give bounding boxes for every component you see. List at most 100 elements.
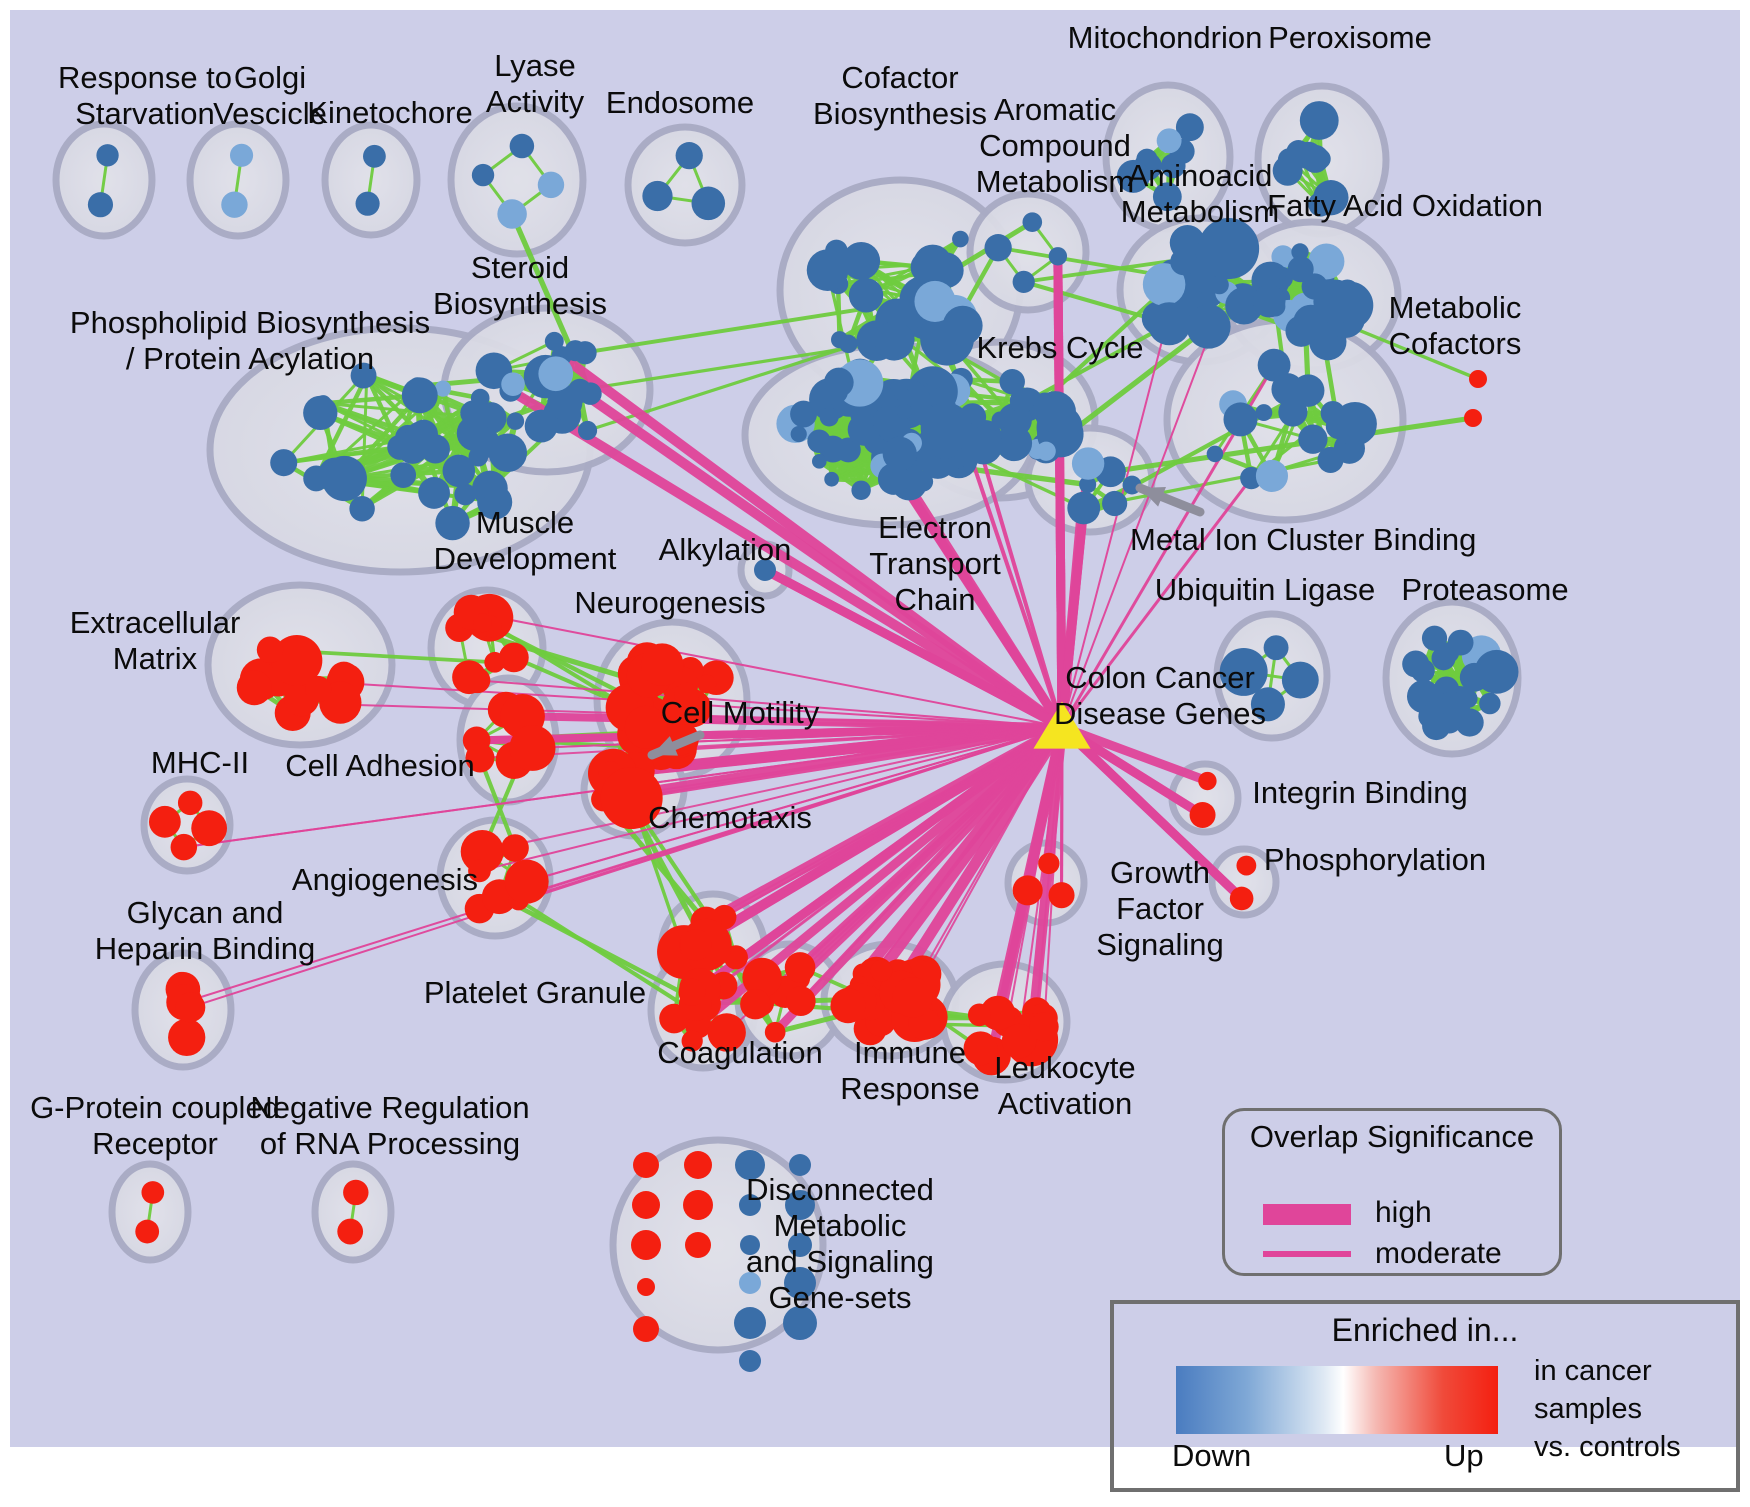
gene-set-node[interactable] [1299, 101, 1339, 140]
gene-set-node[interactable] [442, 454, 476, 488]
gene-set-node[interactable] [1421, 625, 1448, 651]
gene-set-node[interactable] [1255, 459, 1289, 493]
gene-set-node[interactable] [579, 382, 602, 405]
gene-set-node[interactable] [148, 805, 181, 838]
gene-set-node[interactable] [1313, 179, 1349, 216]
gene-set-node[interactable] [256, 636, 284, 663]
gene-set-node[interactable] [474, 402, 507, 434]
gene-set-node[interactable] [141, 1181, 165, 1204]
gene-set-node[interactable] [408, 377, 427, 396]
gene-set-node[interactable] [1156, 128, 1182, 154]
gene-set-node[interactable] [484, 651, 506, 673]
gene-set-node[interactable] [1431, 646, 1456, 671]
gene-set-node[interactable] [177, 790, 203, 816]
gene-set-node[interactable] [848, 278, 884, 313]
gene-set-node[interactable] [1219, 647, 1268, 696]
gene-set-node[interactable] [1285, 315, 1317, 347]
gene-set-node[interactable] [473, 613, 492, 633]
gene-set-node[interactable] [1048, 247, 1068, 266]
gene-set-node[interactable] [1255, 404, 1273, 422]
gene-set-node[interactable] [1252, 284, 1286, 318]
gene-set-node[interactable] [984, 234, 1012, 262]
gene-set-node[interactable] [806, 249, 849, 291]
gene-set-node[interactable] [1029, 1012, 1059, 1042]
gene-set-node[interactable] [544, 331, 564, 351]
gene-set-node[interactable] [501, 834, 529, 862]
gene-set-node[interactable] [824, 471, 839, 487]
gene-set-node[interactable] [851, 480, 871, 500]
gene-set-node[interactable] [506, 412, 525, 430]
gene-set-node[interactable] [1298, 424, 1328, 454]
gene-set-node[interactable] [409, 419, 438, 449]
gene-set-node[interactable] [87, 192, 114, 218]
gene-set-node[interactable] [1445, 696, 1465, 715]
gene-set-node[interactable] [684, 1151, 712, 1179]
gene-set-node[interactable] [675, 142, 703, 170]
gene-set-node[interactable] [1034, 391, 1076, 433]
gene-set-node[interactable] [479, 496, 500, 517]
gene-set-node[interactable] [1320, 400, 1345, 426]
gene-set-node[interactable] [1147, 302, 1191, 346]
gene-set-node[interactable] [1410, 658, 1435, 683]
gene-set-node[interactable] [633, 1316, 659, 1342]
gene-set-node[interactable] [785, 986, 816, 1016]
gene-set-node[interactable] [839, 334, 858, 354]
gene-set-node[interactable] [1175, 113, 1204, 142]
gene-set-node[interactable] [1186, 304, 1231, 349]
gene-set-node[interactable] [637, 1278, 655, 1296]
hub-triangle[interactable] [1033, 701, 1091, 749]
gene-set-node[interactable] [1286, 140, 1311, 165]
gene-set-node[interactable] [697, 674, 717, 694]
gene-set-node[interactable] [1308, 243, 1345, 280]
gene-set-node[interactable] [1116, 159, 1150, 193]
gene-set-node[interactable] [1271, 245, 1295, 269]
gene-set-node[interactable] [1012, 270, 1035, 293]
gene-set-node[interactable] [707, 1013, 746, 1052]
gene-set-node[interactable] [1001, 1023, 1037, 1059]
gene-set-node[interactable] [96, 144, 119, 167]
gene-set-node[interactable] [631, 1230, 661, 1260]
gene-set-node[interactable] [236, 670, 272, 706]
gene-set-node[interactable] [509, 133, 535, 159]
gene-set-node[interactable] [764, 1021, 786, 1043]
gene-set-node[interactable] [470, 388, 490, 408]
gene-set-node[interactable] [812, 454, 827, 469]
gene-set-node[interactable] [135, 1219, 160, 1244]
gene-set-node[interactable] [1250, 687, 1285, 722]
gene-set-node[interactable] [740, 989, 771, 1020]
gene-set-node[interactable] [642, 180, 673, 212]
gene-set-node[interactable] [734, 1307, 766, 1339]
gene-set-node[interactable] [870, 959, 893, 982]
gene-set-node[interactable] [1170, 248, 1198, 276]
gene-set-node[interactable] [1142, 263, 1186, 306]
gene-set-node[interactable] [680, 929, 712, 961]
gene-set-node[interactable] [892, 977, 933, 1018]
gene-set-node[interactable] [501, 372, 525, 397]
gene-set-node[interactable] [1048, 882, 1075, 909]
gene-set-node[interactable] [270, 449, 298, 477]
gene-set-node[interactable] [735, 1150, 765, 1180]
gene-set-node[interactable] [577, 420, 598, 441]
gene-set-node[interactable] [754, 559, 776, 581]
gene-set-node[interactable] [1263, 635, 1289, 661]
gene-set-node[interactable] [1257, 348, 1291, 382]
gene-set-node[interactable] [350, 362, 377, 389]
gene-set-node[interactable] [739, 1272, 761, 1294]
gene-set-node[interactable] [191, 810, 228, 847]
gene-set-node[interactable] [942, 305, 983, 346]
gene-set-node[interactable] [1422, 711, 1451, 741]
gene-set-node[interactable] [315, 395, 332, 412]
gene-set-node[interactable] [1072, 506, 1090, 524]
gene-set-node[interactable] [465, 743, 495, 773]
gene-set-node[interactable] [847, 413, 881, 446]
gene-set-node[interactable] [640, 643, 684, 686]
gene-set-node[interactable] [681, 1030, 703, 1052]
gene-set-node[interactable] [1036, 441, 1056, 461]
gene-set-node[interactable] [1310, 148, 1331, 169]
gene-set-node[interactable] [963, 1031, 998, 1066]
gene-set-node[interactable] [524, 409, 558, 443]
gene-set-node[interactable] [318, 457, 352, 491]
gene-set-node[interactable] [896, 403, 913, 420]
gene-set-node[interactable] [1271, 373, 1304, 406]
gene-set-node[interactable] [678, 978, 706, 1006]
